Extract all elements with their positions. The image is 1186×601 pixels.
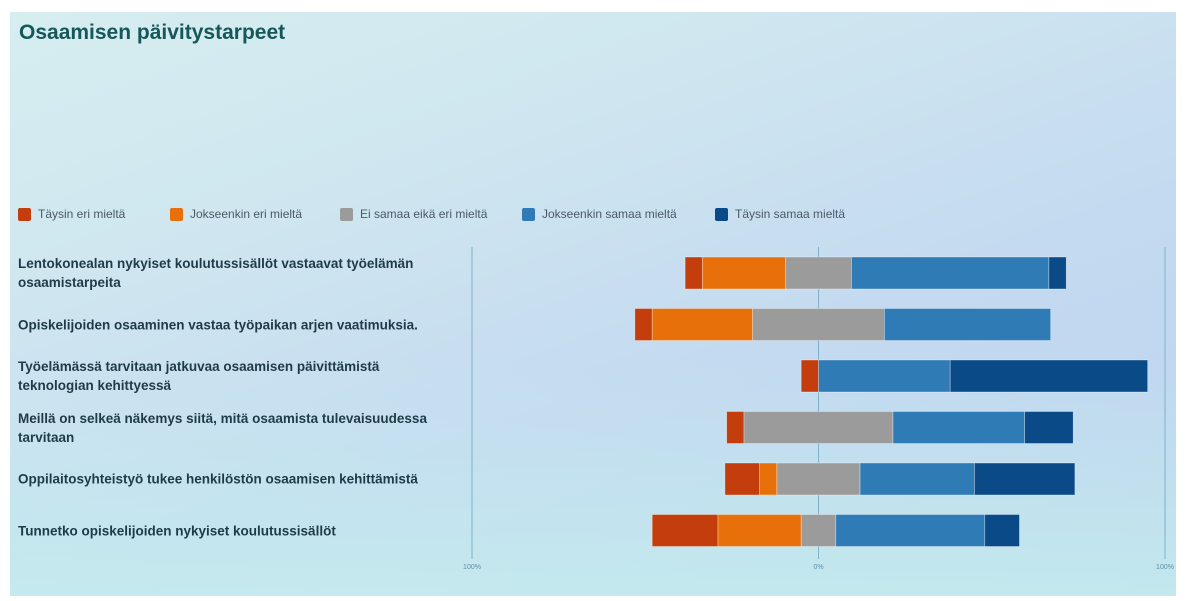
- bar-segment[interactable]: [785, 256, 852, 290]
- bar-segment[interactable]: [800, 359, 819, 393]
- bar-segment[interactable]: [726, 411, 745, 444]
- bar-segment[interactable]: [743, 411, 894, 444]
- legend-item[interactable]: Täysin samaa mieltä: [715, 205, 845, 223]
- bar-segment[interactable]: [759, 462, 778, 496]
- bar-segment[interactable]: [717, 514, 802, 547]
- category-labels: Lentokonealan nykyiset koulutussisällöt …: [18, 12, 468, 596]
- bar-segment[interactable]: [651, 308, 753, 341]
- bar-segment[interactable]: [892, 411, 1025, 444]
- legend-label: Jokseenkin eri mieltä: [190, 207, 303, 221]
- legend-swatch: [340, 207, 353, 221]
- x-tick-label: 0%: [813, 564, 823, 571]
- bar-segment[interactable]: [984, 514, 1020, 547]
- bar-segment[interactable]: [851, 256, 1050, 290]
- chart-panel: Osaamisen päivitystarpeet Täysin eri mie…: [10, 12, 1176, 596]
- category-label: Opiskelijoiden osaaminen vastaa työpaika…: [18, 317, 418, 332]
- bar-segment[interactable]: [835, 514, 986, 547]
- legend-swatch: [715, 207, 728, 221]
- category-label: Tunnetko opiskelijoiden nykyiset koulutu…: [18, 523, 336, 538]
- bar-segment[interactable]: [974, 462, 1076, 496]
- x-tick-label: 100%: [1156, 564, 1174, 571]
- legend-item[interactable]: Ei samaa eikä eri mieltä: [340, 205, 487, 223]
- bar-segment[interactable]: [634, 308, 653, 341]
- legend-label: Ei samaa eikä eri mieltä: [360, 207, 488, 221]
- legend-label: Täysin samaa mieltä: [735, 207, 846, 221]
- legend-item[interactable]: Jokseenkin samaa mieltä: [522, 205, 677, 223]
- bar-segment[interactable]: [651, 514, 719, 547]
- bar-segment[interactable]: [702, 256, 786, 290]
- bar-segment[interactable]: [884, 308, 1051, 341]
- legend-swatch: [170, 207, 183, 221]
- page-title: Osaamisen päivitystarpeet: [19, 21, 286, 44]
- legend-item[interactable]: Täysin eri mieltä: [18, 205, 125, 223]
- x-tick-label: 100%: [463, 564, 481, 571]
- legend-swatch: [18, 207, 31, 221]
- bar-segment[interactable]: [1048, 256, 1067, 290]
- bar-segment[interactable]: [684, 256, 703, 290]
- bar-segment[interactable]: [818, 359, 951, 393]
- category-label: Oppilaitosyhteistyö tukee henkilöstön os…: [18, 471, 418, 487]
- bar-segment[interactable]: [859, 462, 975, 496]
- bar-segment[interactable]: [776, 462, 861, 496]
- diverging-bar-chart: 100% 0% 100%: [463, 247, 1174, 571]
- legend-label: Täysin eri mieltä: [38, 207, 126, 221]
- bar-segment[interactable]: [949, 359, 1148, 393]
- bar-segment[interactable]: [724, 462, 760, 496]
- bar-segment[interactable]: [800, 514, 837, 547]
- legend-item[interactable]: Jokseenkin eri mieltä: [170, 205, 302, 223]
- bar-segment[interactable]: [752, 308, 885, 341]
- category-label: Meillä on selkeä näkemys siitä, mitä osa…: [18, 410, 427, 445]
- bars: [634, 256, 1148, 547]
- category-label: Lentokonealan nykyiset koulutussisällöt …: [18, 256, 414, 290]
- legend-label: Jokseenkin samaa mieltä: [542, 207, 677, 221]
- legend-swatch: [522, 207, 535, 221]
- category-label: Työelämässä tarvitaan jatkuvaa osaamisen…: [18, 359, 380, 393]
- bar-segment[interactable]: [1024, 411, 1074, 444]
